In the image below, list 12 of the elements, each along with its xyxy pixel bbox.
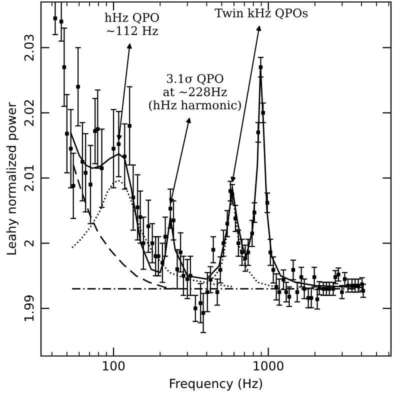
- x-tick-label: 100: [102, 361, 125, 371]
- y-tick-label: 2: [24, 240, 34, 246]
- y-tick-label: 1.99: [24, 295, 34, 321]
- y-tick-label: 2.03: [24, 34, 34, 61]
- y-tick-label: 2.01: [24, 165, 34, 192]
- annotation: 3.1σ QPO at ~228Hz (hHz harmonic): [149, 74, 241, 112]
- x-tick-label: 1000: [254, 361, 284, 371]
- y-tick-label: 2.02: [24, 100, 34, 126]
- annotation: hHz QPO ~112 Hz: [104, 12, 159, 35]
- x-axis-title: Frequency (Hz): [170, 378, 262, 391]
- y-axis-title: Leahy normalized power: [6, 102, 18, 255]
- annotation: Twin kHz QPOs: [214, 8, 308, 20]
